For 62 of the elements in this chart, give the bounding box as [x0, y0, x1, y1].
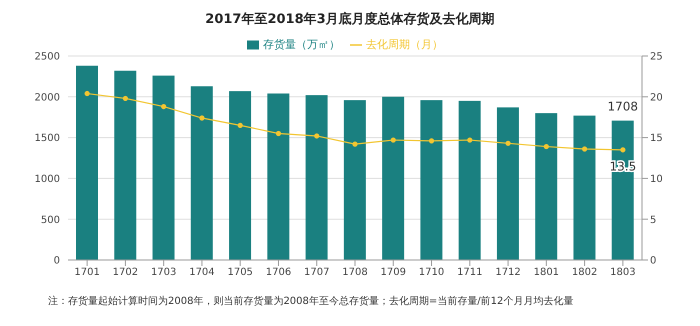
y2-tick-label: 10: [650, 174, 663, 185]
bar: [458, 100, 481, 260]
point: [467, 137, 472, 143]
x-tick-label: 1710: [418, 267, 444, 278]
point: [161, 104, 166, 110]
x-tick-label: 1711: [457, 267, 483, 278]
point: [238, 122, 243, 128]
y2-tick-label: 15: [650, 133, 663, 144]
bar: [306, 95, 328, 260]
x-tick-label: 1803: [610, 267, 636, 278]
y2-tick-label: 5: [650, 214, 656, 226]
x-tick-label: 1701: [74, 267, 100, 278]
x-tick-label: 1801: [534, 267, 560, 278]
y-tick-label: 1000: [34, 174, 60, 185]
bar: [420, 100, 442, 260]
bar: [496, 107, 519, 260]
x-tick-label: 1702: [112, 267, 138, 278]
bar: [382, 96, 404, 260]
bar: [76, 66, 98, 260]
point: [199, 115, 205, 121]
point: [428, 138, 434, 144]
point: [544, 144, 549, 150]
y-tick-label: 500: [40, 214, 60, 226]
point: [84, 90, 90, 96]
legend-label: 去化周期（月）: [366, 38, 443, 51]
y2-tick-label: 0: [650, 256, 656, 267]
x-tick-label: 1712: [495, 267, 521, 278]
bar: [152, 76, 175, 260]
y-tick-label: 0: [54, 256, 60, 267]
point: [276, 130, 282, 136]
bar: [229, 91, 252, 260]
x-tick-label: 1802: [572, 267, 598, 278]
point: [122, 96, 128, 102]
bar: [535, 113, 558, 260]
text: 注：存货量起始计算时间为2008年，则当前存货量为2008年至今总存货量；去化周期=当前存量/前12个月月均去化量: [48, 294, 574, 308]
point: [620, 147, 626, 152]
x-tick-label: 1703: [150, 267, 176, 278]
x-tick-label: 1704: [189, 267, 215, 278]
point: [390, 137, 396, 143]
y2-tick-label: 25: [650, 52, 663, 63]
x-tick-label: 1709: [380, 267, 406, 278]
chart-title: 2017年至2018年3月底月度总体存货及去化周期: [204, 10, 496, 29]
bar: [190, 86, 213, 260]
y2-tick-label: 20: [650, 92, 663, 104]
point: [352, 142, 358, 147]
point: [505, 140, 511, 146]
y-tick-label: 1500: [34, 133, 60, 144]
y-tick-label: 2500: [34, 52, 60, 63]
data-label: 1708: [607, 100, 638, 114]
bar: [573, 116, 596, 260]
point: [582, 146, 588, 152]
bar: [267, 94, 290, 260]
y-tick-label: 2000: [34, 92, 60, 104]
x-tick-label: 1707: [304, 267, 330, 278]
point: [314, 133, 320, 139]
x-tick-label: 1706: [266, 267, 292, 278]
x-tick-label: 1708: [342, 267, 368, 278]
bar: [612, 120, 634, 260]
legend-label: 存货量（万㎡）: [263, 38, 340, 51]
bar: [114, 70, 136, 260]
x-tick-label: 1705: [227, 267, 253, 278]
bar: [344, 100, 366, 260]
